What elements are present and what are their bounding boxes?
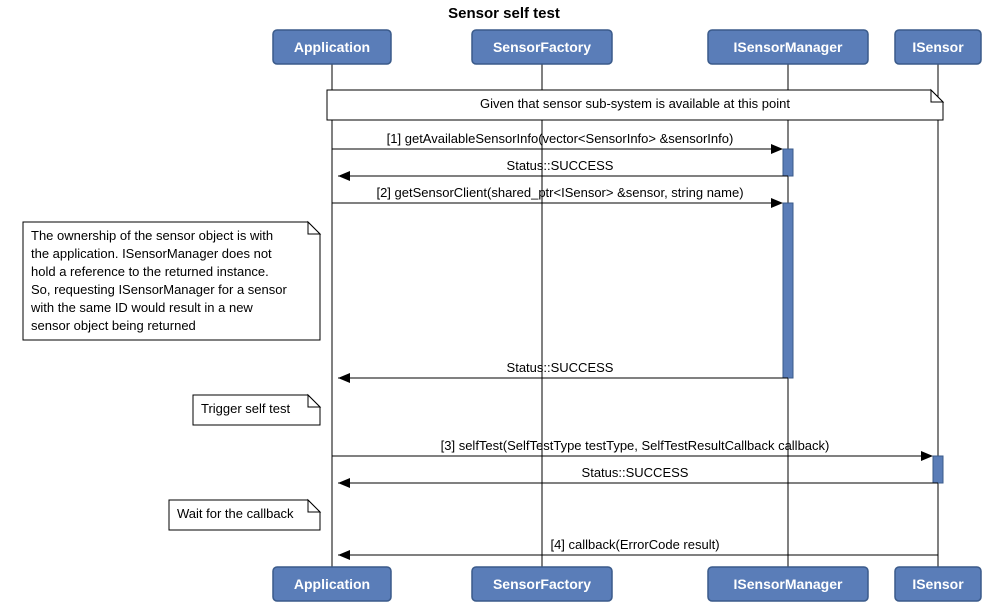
diagram-title: Sensor self test [448,5,560,22]
activation-isensor [933,456,943,483]
note-text-1-1: the application. ISensorManager does not [31,246,272,261]
note-text-1-3: So, requesting ISensorManager for a sens… [31,282,287,297]
note-text-1-5: sensor object being returned [31,318,196,333]
arrowhead-1 [338,171,350,181]
message-label-4: [3] selfTest(SelfTestType testType, Self… [441,438,830,453]
note-fold-1 [308,222,320,234]
note-text-1-2: hold a reference to the returned instanc… [31,264,269,279]
note-fold-0 [931,90,943,102]
arrowhead-3 [338,373,350,383]
participant-label-isensor: ISensor [912,576,964,592]
message-label-6: [4] callback(ErrorCode result) [550,537,719,552]
note-text-3-0: Wait for the callback [177,506,294,521]
note-text-1-4: with the same ID would result in a new [30,300,253,315]
participant-label-isensormanager: ISensorManager [734,39,843,55]
note-text-0-0: Given that sensor sub-system is availabl… [480,96,790,111]
arrowhead-5 [338,478,350,488]
note-text-1-0: The ownership of the sensor object is wi… [31,228,273,243]
note-fold-2 [308,395,320,407]
participant-label-isensor: ISensor [912,39,964,55]
arrowhead-6 [338,550,350,560]
message-label-0: [1] getAvailableSensorInfo(vector<Sensor… [387,131,734,146]
activation-isensormanager [783,149,793,176]
participant-label-application: Application [294,576,370,592]
note-fold-3 [308,500,320,512]
message-label-3: Status::SUCCESS [507,360,614,375]
sequence-diagram: Sensor self test Application SensorFactory… [0,0,1008,610]
note-text-2-0: Trigger self test [201,401,290,416]
participant-label-isensormanager: ISensorManager [734,576,843,592]
participant-label-sensorfactory: SensorFactory [493,576,591,592]
message-label-1: Status::SUCCESS [507,158,614,173]
activation-isensormanager [783,203,793,378]
message-label-5: Status::SUCCESS [582,465,689,480]
participant-label-sensorfactory: SensorFactory [493,39,591,55]
participant-label-application: Application [294,39,370,55]
message-label-2: [2] getSensorClient(shared_ptr<ISensor> … [376,185,743,200]
